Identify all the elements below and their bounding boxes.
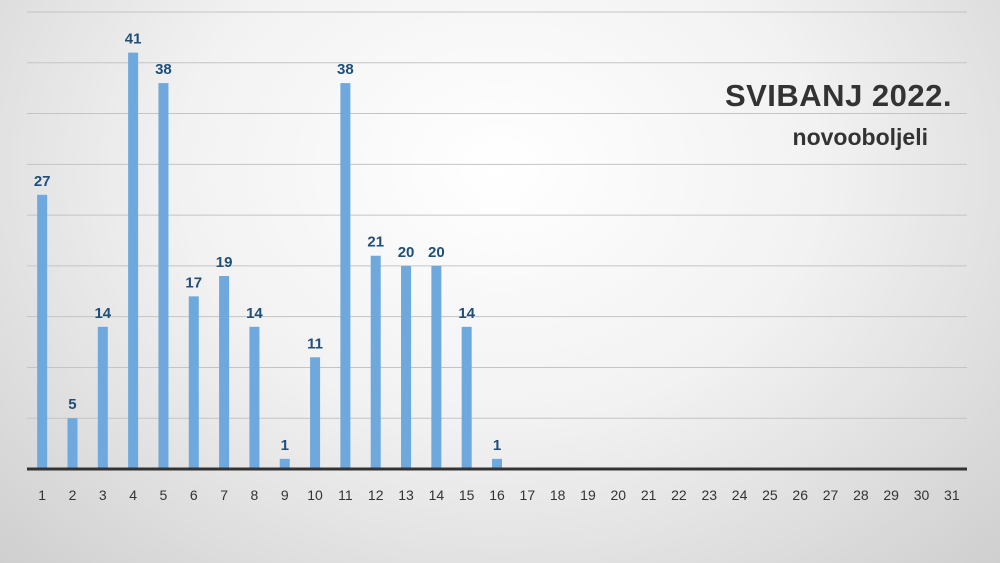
x-tick-label: 2 [69,487,77,503]
x-tick-label: 29 [883,487,899,503]
bar [431,265,442,469]
data-label: 38 [337,61,354,78]
x-tick-label: 1 [38,487,46,503]
data-label: 20 [428,244,445,261]
x-tick-label: 17 [520,487,536,503]
x-tick-label: 16 [489,487,505,503]
bar [188,296,199,469]
x-tick-label: 4 [129,487,137,503]
data-label: 14 [246,305,263,322]
x-tick-label: 23 [701,487,717,503]
bar [340,83,351,469]
data-label: 1 [281,437,289,454]
data-label: 19 [216,254,233,271]
data-label: 1 [493,437,501,454]
x-tick-label: 19 [580,487,596,503]
data-label: 17 [185,274,202,291]
data-label: 14 [94,305,111,322]
x-tick-label: 27 [823,487,839,503]
x-tick-label: 30 [914,487,930,503]
x-tick-label: 18 [550,487,566,503]
x-tick-label: 14 [429,487,445,503]
x-tick-label: 20 [611,487,627,503]
chart-subtitle: novooboljeli [792,124,928,150]
bar [158,83,169,469]
data-label: 38 [155,61,172,78]
x-tick-label: 21 [641,487,657,503]
bar [128,52,139,469]
x-tick-label: 6 [190,487,198,503]
x-tick-label: 5 [160,487,168,503]
x-tick-label: 31 [944,487,960,503]
bar [492,458,502,469]
data-label: 5 [68,396,76,413]
x-tick-label: 12 [368,487,384,503]
x-tick-label: 9 [281,487,289,503]
chart-title: SVIBANJ 2022. [724,78,952,113]
x-tick-label: 15 [459,487,475,503]
x-tick-label: 7 [220,487,228,503]
x-tick-label: 11 [338,487,353,503]
x-tick-label: 26 [792,487,808,503]
x-tick-label: 8 [251,487,259,503]
x-tick-label: 10 [307,487,323,503]
data-label: 20 [398,244,415,261]
bar [310,357,321,469]
x-tick-label: 13 [398,487,414,503]
bar [370,255,381,469]
bar [67,418,78,469]
bar [219,276,230,469]
data-label: 27 [34,173,51,190]
bar [97,326,108,469]
data-label: 14 [458,305,475,322]
x-tick-label: 3 [99,487,107,503]
x-tick-label: 28 [853,487,869,503]
bar [401,265,412,469]
bar [461,326,472,469]
data-label: 41 [125,31,142,48]
data-label: 11 [307,335,323,352]
data-label: 21 [367,234,384,251]
x-tick-label: 25 [762,487,778,503]
bar [249,326,260,469]
bar [37,194,48,470]
bar [279,458,290,469]
x-tick-label: 24 [732,487,748,503]
x-tick-label: 22 [671,487,687,503]
